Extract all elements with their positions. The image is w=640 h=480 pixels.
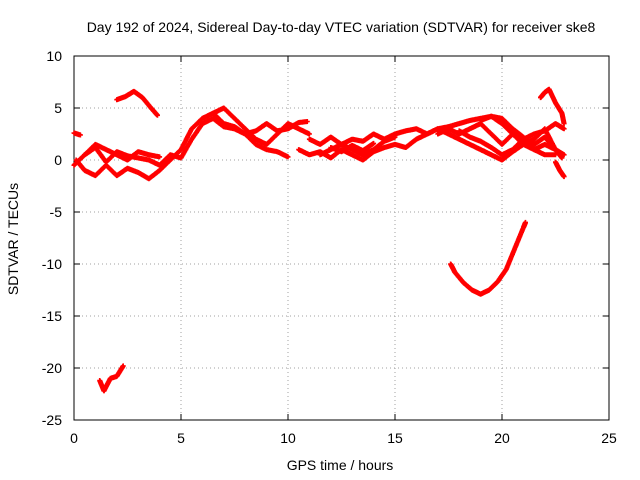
data-series-s15 [538, 86, 567, 127]
data-series-s5 [71, 130, 83, 138]
y-tick-label: -25 [42, 412, 62, 428]
x-tick-label: 10 [280, 430, 296, 446]
data-point-markers [71, 130, 83, 138]
data-point-markers [328, 140, 377, 155]
plot-frame [73, 55, 610, 421]
x-tick-label: 20 [494, 430, 510, 446]
data-series-s6 [114, 88, 160, 118]
x-tick-label: 0 [70, 430, 78, 446]
y-tick-label: 10 [46, 48, 62, 64]
data-series-s2 [73, 110, 291, 182]
x-tick-label: 25 [601, 430, 617, 446]
data-point-markers [97, 363, 126, 394]
y-tick-label: -20 [42, 360, 62, 376]
data-series-s3 [82, 141, 163, 163]
data-point-markers [210, 105, 312, 147]
data-point-markers [82, 141, 163, 163]
y-tick-label: 0 [54, 152, 62, 168]
y-tick-label: -15 [42, 308, 62, 324]
x-axis-label: GPS time / hours [287, 457, 394, 473]
data-series-s11 [328, 140, 377, 155]
y-tick-label: 5 [54, 100, 62, 116]
data-point-markers [317, 134, 398, 158]
data-point-markers [478, 113, 558, 158]
data-series-s7 [97, 363, 126, 394]
data-series-s4 [210, 105, 312, 147]
data-point-markers [538, 86, 567, 127]
chart-title: Day 192 of 2024, Sidereal Day-to-day VTE… [87, 19, 596, 35]
data-series-s17 [448, 219, 528, 297]
y-tick-label: -10 [42, 256, 62, 272]
data-series-s16 [553, 159, 567, 180]
data-point-markers [73, 110, 291, 182]
data-series-s14 [478, 113, 558, 158]
data-points [71, 86, 567, 394]
data-point-markers [448, 219, 528, 297]
x-tick-label: 5 [177, 430, 185, 446]
data-point-markers [114, 88, 160, 118]
data-point-markers [553, 159, 567, 180]
x-tick-label: 15 [387, 430, 403, 446]
y-axis-label: SDTVAR / TECUs [5, 183, 21, 295]
axis-ticks: 0 5 10 15 20 25 10 5 0 -5 -10 -15 -20 -25 [42, 48, 617, 446]
data-series-s10 [317, 134, 398, 158]
y-tick-label: -5 [50, 204, 63, 220]
